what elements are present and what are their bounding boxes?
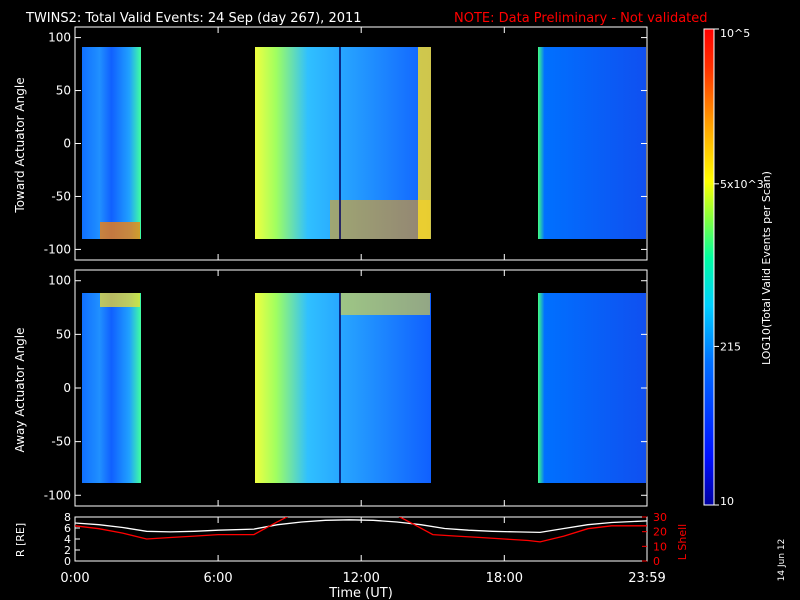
colorbar-gradient	[703, 28, 715, 506]
y-tick-label: 50	[56, 327, 71, 341]
colorbar-tick-label: 5x10^3	[720, 178, 764, 191]
colorbar-tick-label: 10^5	[720, 27, 750, 40]
orbit-right-label: L Shell	[676, 524, 689, 560]
plot-title: TWINS2: Total Valid Events: 24 Sep (day …	[25, 11, 362, 26]
orbit-left-tick-label: 0	[64, 555, 71, 568]
middle-block-1	[82, 293, 141, 483]
top-block-2-hot	[330, 200, 430, 239]
orbit-right-tick-label: 0	[653, 555, 660, 568]
middle-block-3	[538, 293, 646, 483]
colorbar-tick-label: 215	[720, 340, 741, 353]
y-tick-label: 100	[48, 274, 71, 288]
orbit-left-tick-label: 6	[64, 522, 71, 535]
middle-block-1-hot	[100, 293, 140, 307]
colorbar-ticks: 10 215 5x10^3 10^5	[714, 27, 764, 508]
y-tick-label: 50	[56, 84, 71, 98]
colorbar-label: LOG10(Total Valid Events per Scan)	[760, 171, 773, 365]
top-block-2-edge	[418, 47, 431, 239]
x-tick-label: 6:00	[203, 571, 232, 586]
y-tick-label: 0	[63, 381, 71, 395]
middle-y-axis: 100 50 0 -50 -100	[44, 274, 647, 502]
middle-block-2	[255, 293, 431, 483]
orbit-left-tick-label: 8	[64, 511, 71, 524]
top-block-1	[82, 47, 141, 239]
y-tick-label: 100	[48, 31, 71, 45]
y-tick-label: -100	[44, 488, 71, 502]
date-stamp: 14 Jun 12	[777, 539, 787, 582]
note-label: NOTE: Data Preliminary - Not validated	[454, 11, 708, 26]
orbit-left-tick-label: 2	[64, 544, 71, 557]
y-tick-label: -50	[51, 189, 71, 203]
y-tick-label: 0	[63, 137, 71, 151]
colorbar-tick-label: 10	[720, 495, 734, 508]
middle-block-2-hot	[340, 293, 430, 315]
top-block-3	[538, 47, 646, 239]
x-tick-label: 0:00	[60, 571, 89, 586]
middle-spectrogram-panel: 100 50 0 -50 -100 Away Actuator Angle	[13, 269, 648, 507]
orbit-right-tick-label: 10	[653, 540, 667, 553]
lshell-series-line	[75, 517, 647, 543]
x-tick-label: 18:00	[486, 571, 523, 586]
top-y-axis: 100 50 0 -50 -100	[44, 31, 647, 256]
x-tick-label: 12:00	[342, 571, 379, 586]
orbit-left-tick-label: 4	[64, 533, 71, 546]
top-spectrogram-panel: 100 50 0 -50 -100 Toward Actuator Angle	[13, 26, 648, 261]
orbit-right-tick-label: 30	[653, 511, 667, 524]
orbit-panel-frame	[74, 516, 648, 562]
x-axis-ticks: 0:00 6:00 12:00 18:00 23:59	[60, 27, 666, 586]
top-ylabel: Toward Actuator Angle	[13, 77, 27, 213]
y-tick-label: -100	[44, 242, 71, 256]
x-axis-label: Time (UT)	[328, 586, 393, 600]
middle-ylabel: Away Actuator Angle	[13, 327, 27, 452]
middle-data-blocks	[82, 293, 646, 483]
orbit-left-label: R [RE]	[14, 523, 27, 557]
y-tick-label: -50	[51, 435, 71, 449]
orbit-right-tick-label: 20	[653, 526, 667, 539]
top-block-1-hot	[100, 222, 140, 239]
x-tick-label: 23:59	[628, 571, 665, 586]
colorbar: 10 215 5x10^3 10^5 LOG10(Total Valid Events…	[703, 27, 773, 508]
top-data-blocks	[82, 47, 646, 239]
